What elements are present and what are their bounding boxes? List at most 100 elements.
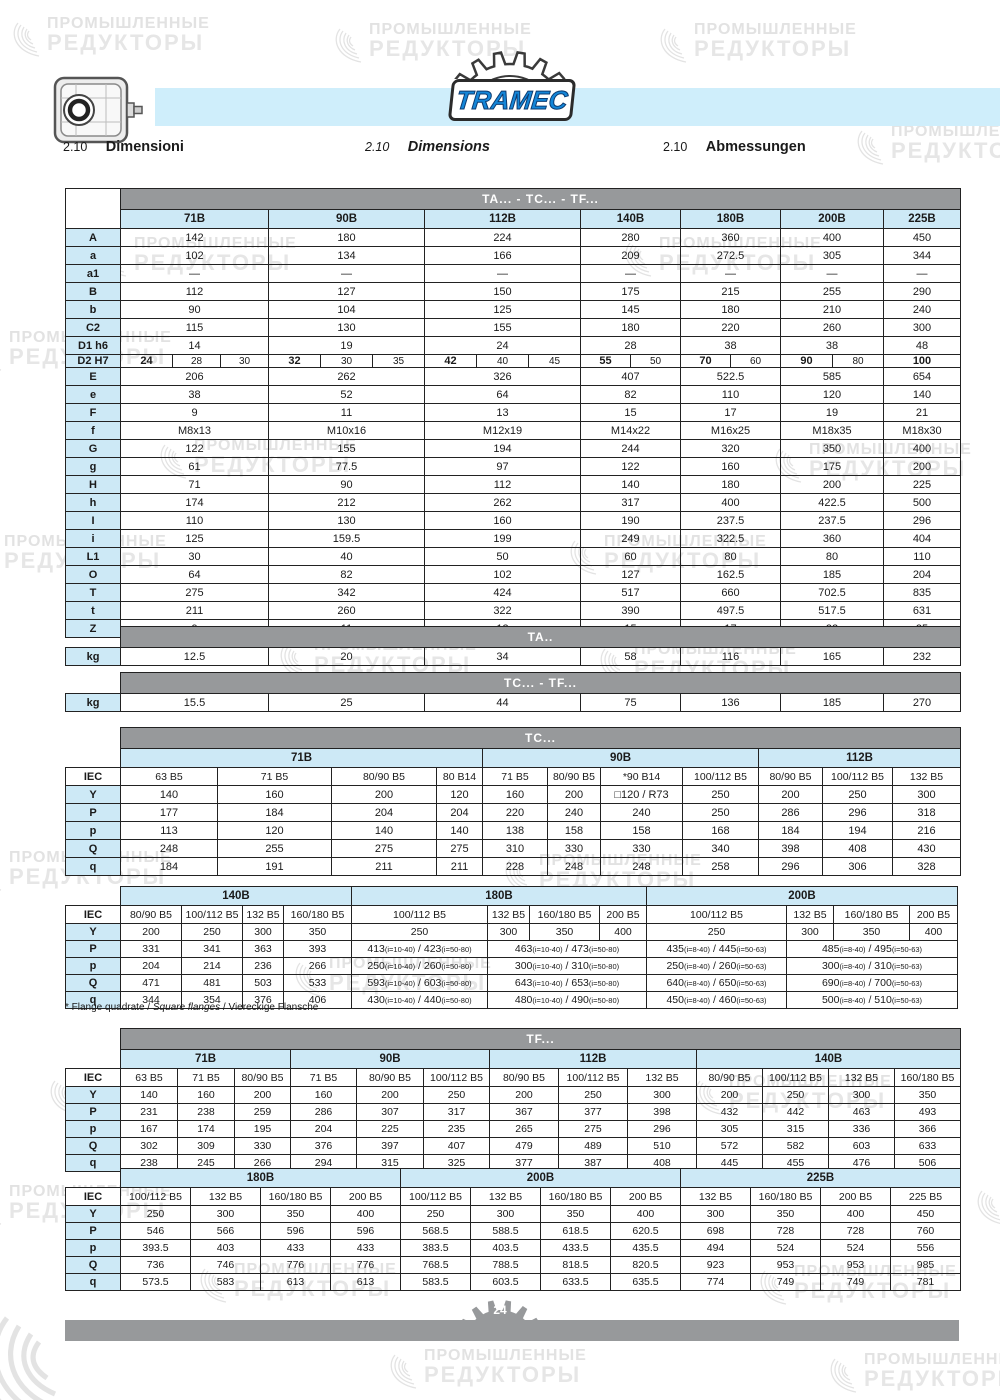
table-cell: 408: [822, 839, 893, 858]
table-cell: 100/112 B5: [822, 767, 893, 786]
table-cell: 493: [894, 1103, 961, 1121]
table-cell: 435(i=8-40) / 445(i=50-63): [646, 940, 787, 958]
table-cell: 585: [780, 367, 884, 386]
table-cell: 160: [424, 511, 581, 530]
table-cell: 132 B5: [190, 1187, 261, 1206]
table-cell: 100/112 B5: [646, 905, 787, 924]
table-cell: 360: [780, 529, 884, 548]
table-cell: 55: [580, 354, 631, 368]
table-cell: 768.5: [400, 1256, 471, 1274]
table-cell: 250: [181, 923, 243, 941]
table-cell: 546: [120, 1222, 191, 1240]
table-cell: 80: [832, 354, 884, 368]
group-header: 200B: [646, 886, 958, 906]
table-row: Y 140 160 200 160 200 250 200 250 300 200 250 300 350: [65, 1086, 961, 1104]
table-cell: 24: [424, 336, 581, 355]
swirl-icon: [0, 889, 2, 891]
watermark-line1: ПРОМЫШЛЕННЫЕ: [424, 1347, 587, 1364]
table-row: e 38 52 64 82 110 120 140: [65, 385, 961, 404]
table-cell: 566: [190, 1222, 261, 1240]
table-cell: 588.5: [470, 1222, 541, 1240]
table-cell: 272.5: [680, 246, 781, 265]
table-cell: 231: [120, 1103, 178, 1121]
table-row: D1 h6 14 19 24 28 38 38 48: [65, 336, 961, 355]
table-cell: 9: [120, 403, 269, 422]
table-cell: 400: [680, 493, 781, 512]
table-cell: 776: [330, 1256, 401, 1274]
table-cell: 471: [120, 974, 182, 992]
watermark-line2: РЕДУКТОРЫ: [694, 36, 852, 61]
section-number: 2.10: [63, 140, 88, 154]
table-cell: 255: [217, 839, 332, 858]
row-label: IEC: [65, 905, 121, 924]
table-cell: 110: [680, 385, 781, 404]
tctf-weight-table: TC... - TF... kg 15.5 25 44 75 136 185 270: [65, 672, 961, 712]
corner-cell: [65, 188, 121, 229]
table-cell: 640(i=8-40) / 650(i=50-63): [646, 974, 787, 992]
table-cell: 250: [682, 803, 759, 822]
table-cell: 200: [696, 1086, 763, 1104]
table-cell: 331: [120, 940, 182, 958]
table-cell: 136: [680, 693, 781, 712]
table-cell: 494: [680, 1239, 751, 1257]
table-cell: 21: [883, 403, 961, 422]
table-row: B 112 127 150 175 215 255 290: [65, 282, 961, 301]
table-cell: 80: [780, 547, 884, 566]
table-cell: 593(i=10-40) / 603(i=50-80): [351, 974, 488, 992]
table-row: T 275 342 424 517 660 702.5 835: [65, 583, 961, 602]
table-cell: 400: [610, 1205, 681, 1223]
table-cell: 305: [696, 1120, 763, 1138]
row-label: D1 h6: [65, 336, 121, 355]
table-cell: 180: [680, 475, 781, 494]
table-cell: 788.5: [470, 1256, 541, 1274]
iec-row: IEC 100/112 B5 132 B5 160/180 B5 200 B5 100/1…: [65, 1187, 961, 1206]
section-number: 2.10: [663, 140, 688, 154]
table-cell: 110: [120, 511, 269, 530]
logo-text: TRAMEC: [454, 84, 570, 115]
table-cell: 240: [883, 300, 961, 319]
table-cell: 210: [780, 300, 884, 319]
row-label: Y: [65, 1205, 121, 1223]
group-header: 225B: [680, 1168, 961, 1188]
table-cell: 238: [177, 1103, 235, 1121]
table-cell: 125: [424, 300, 581, 319]
row-label: Y: [65, 785, 121, 804]
row-label: P: [65, 803, 121, 822]
table-cell: 296: [822, 803, 893, 822]
row-label: Q: [65, 839, 121, 858]
table-cell: 90: [120, 300, 269, 319]
table-cell: 80/90 B5: [547, 767, 601, 786]
row-label: D2 H7: [65, 354, 121, 368]
table-cell: 596: [260, 1222, 331, 1240]
table-cell: 184: [120, 857, 218, 876]
table-cell: 158: [600, 821, 683, 840]
row-label: F: [65, 403, 121, 422]
table-cell: 259: [234, 1103, 291, 1121]
table-title: TF...: [120, 1028, 961, 1050]
table-cell: —: [680, 264, 781, 283]
table-cell: 275: [558, 1120, 628, 1138]
table-row: A 142 180 224 280 360 400 450: [65, 228, 961, 247]
table-cell: 140: [120, 785, 218, 804]
table-cell: 220: [482, 803, 548, 822]
swirl-icon: [13, 22, 40, 57]
table-cell: 212: [268, 493, 425, 512]
column-header: 180B: [680, 209, 781, 229]
group-header: 71B: [120, 748, 483, 768]
table-row: g 61 77.5 97 122 160 175 200: [65, 457, 961, 476]
table-row: h 174 212 262 317 400 422.5 500: [65, 493, 961, 512]
table-cell: 40: [476, 354, 529, 368]
table-cell: 255: [780, 282, 884, 301]
table-cell: 138: [482, 821, 548, 840]
group-header: 140B: [120, 886, 352, 906]
column-header: 225B: [883, 209, 961, 229]
page-number: 24: [493, 1303, 507, 1317]
table-cell: 100/112 B5: [682, 767, 759, 786]
row-label: t: [65, 601, 121, 620]
table-cell: 32: [268, 354, 321, 368]
footnote-suffix: / Viereckige Flansche: [220, 1002, 319, 1013]
table-cell: 524: [820, 1239, 891, 1257]
table-cell: 206: [120, 367, 269, 386]
table-cell: 80/90 B5: [331, 767, 437, 786]
table-row: P 231 238 259 286 307 317 367 377 398 432 442 463 493: [65, 1103, 961, 1121]
